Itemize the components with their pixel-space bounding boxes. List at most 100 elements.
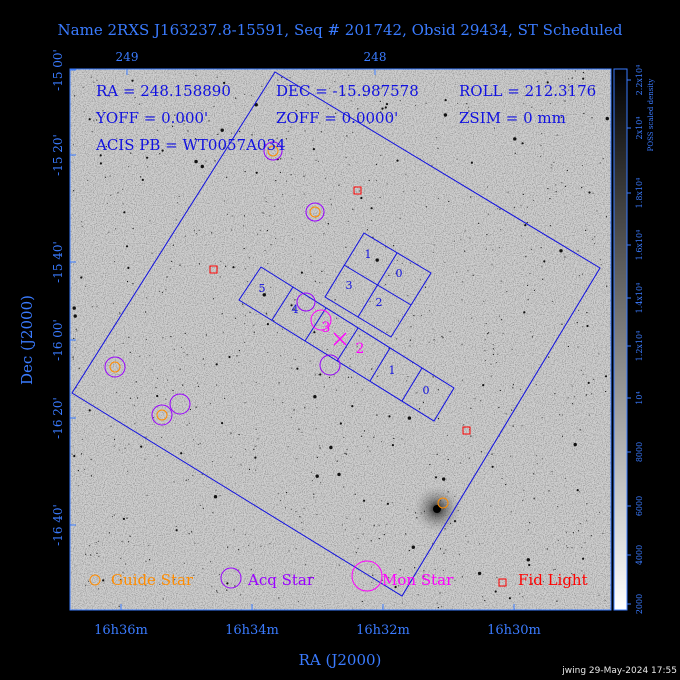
field-star	[541, 109, 543, 111]
field-star	[398, 578, 400, 580]
field-star	[368, 122, 371, 124]
field-star	[370, 207, 373, 210]
field-star	[445, 549, 447, 551]
field-star	[277, 79, 279, 81]
field-star	[520, 205, 522, 207]
field-star	[183, 351, 185, 353]
bottom-axis: 16h36m 16h34m 16h32m 16h30m RA (J2000)	[94, 604, 541, 669]
field-star	[144, 458, 146, 460]
left-tick-label: -15 40'	[51, 241, 65, 283]
field-star	[486, 234, 488, 236]
field-star	[240, 594, 242, 596]
field-star	[315, 159, 317, 161]
field-star	[81, 221, 83, 223]
field-star	[392, 245, 395, 247]
field-star	[363, 499, 366, 502]
field-star	[196, 382, 199, 384]
field-star	[140, 176, 142, 178]
field-star	[561, 435, 564, 437]
field-star	[74, 347, 76, 349]
chip-label: 0	[423, 384, 430, 397]
field-star	[248, 257, 250, 259]
field-star	[323, 386, 325, 388]
field-star	[275, 237, 277, 239]
field-star	[573, 442, 577, 447]
acq-star-legend-icon	[220, 567, 242, 589]
field-star	[216, 76, 218, 78]
field-star	[420, 314, 423, 316]
field-star	[159, 153, 161, 155]
field-star	[172, 389, 174, 392]
field-star	[529, 522, 531, 524]
field-star	[90, 554, 92, 556]
field-star	[303, 175, 305, 177]
field-star	[406, 380, 408, 382]
field-star	[346, 135, 348, 137]
field-star	[261, 212, 263, 214]
field-star	[338, 184, 340, 186]
field-star	[73, 314, 77, 318]
field-star	[414, 567, 416, 569]
field-star	[301, 522, 303, 524]
field-star	[126, 517, 128, 519]
field-star	[222, 147, 225, 149]
guide-star-legend: Guide Star	[111, 571, 194, 589]
field-star	[550, 167, 552, 169]
field-star	[510, 455, 512, 457]
field-star	[334, 81, 336, 83]
field-star	[596, 210, 598, 212]
field-star	[497, 208, 499, 210]
field-star	[380, 111, 382, 113]
field-star	[361, 389, 363, 391]
field-star	[345, 453, 347, 455]
field-star	[124, 563, 127, 565]
field-star	[491, 453, 493, 455]
field-star	[442, 569, 444, 572]
field-star	[108, 95, 110, 97]
field-star	[327, 108, 329, 110]
field-star	[211, 461, 214, 463]
field-star	[193, 574, 195, 576]
field-star	[496, 362, 498, 364]
field-star	[199, 443, 201, 445]
field-star	[313, 395, 317, 399]
field-star	[378, 538, 380, 540]
field-star	[414, 190, 416, 192]
field-star	[410, 262, 412, 264]
field-star	[384, 106, 387, 109]
field-star	[78, 367, 80, 369]
field-star	[574, 70, 577, 72]
field-star	[591, 117, 593, 119]
field-star	[80, 453, 83, 455]
field-star	[409, 339, 411, 341]
field-star	[287, 130, 289, 132]
field-star	[292, 308, 294, 310]
field-star	[598, 511, 601, 513]
acis-s-array	[238, 266, 455, 422]
field-star	[415, 104, 417, 107]
field-star	[549, 198, 551, 200]
field-star	[217, 133, 219, 135]
field-star	[472, 274, 474, 276]
field-star	[108, 231, 110, 233]
field-star	[560, 116, 563, 118]
field-star	[425, 102, 427, 104]
field-star	[464, 250, 466, 252]
field-star	[432, 251, 434, 253]
field-star	[313, 331, 316, 334]
field-star	[274, 205, 276, 207]
bright-star	[433, 505, 441, 513]
field-star	[95, 542, 97, 544]
zsim-value: ZSIM = 0 mm	[459, 109, 566, 127]
field-star	[441, 606, 443, 608]
field-star	[129, 397, 131, 399]
field-star	[433, 339, 435, 341]
field-star	[113, 261, 116, 263]
field-star	[295, 548, 297, 550]
field-star	[167, 379, 169, 381]
field-star	[588, 191, 591, 194]
field-star	[370, 566, 372, 568]
acis-i-array	[324, 232, 432, 338]
field-star	[243, 225, 245, 227]
field-star	[91, 306, 93, 308]
